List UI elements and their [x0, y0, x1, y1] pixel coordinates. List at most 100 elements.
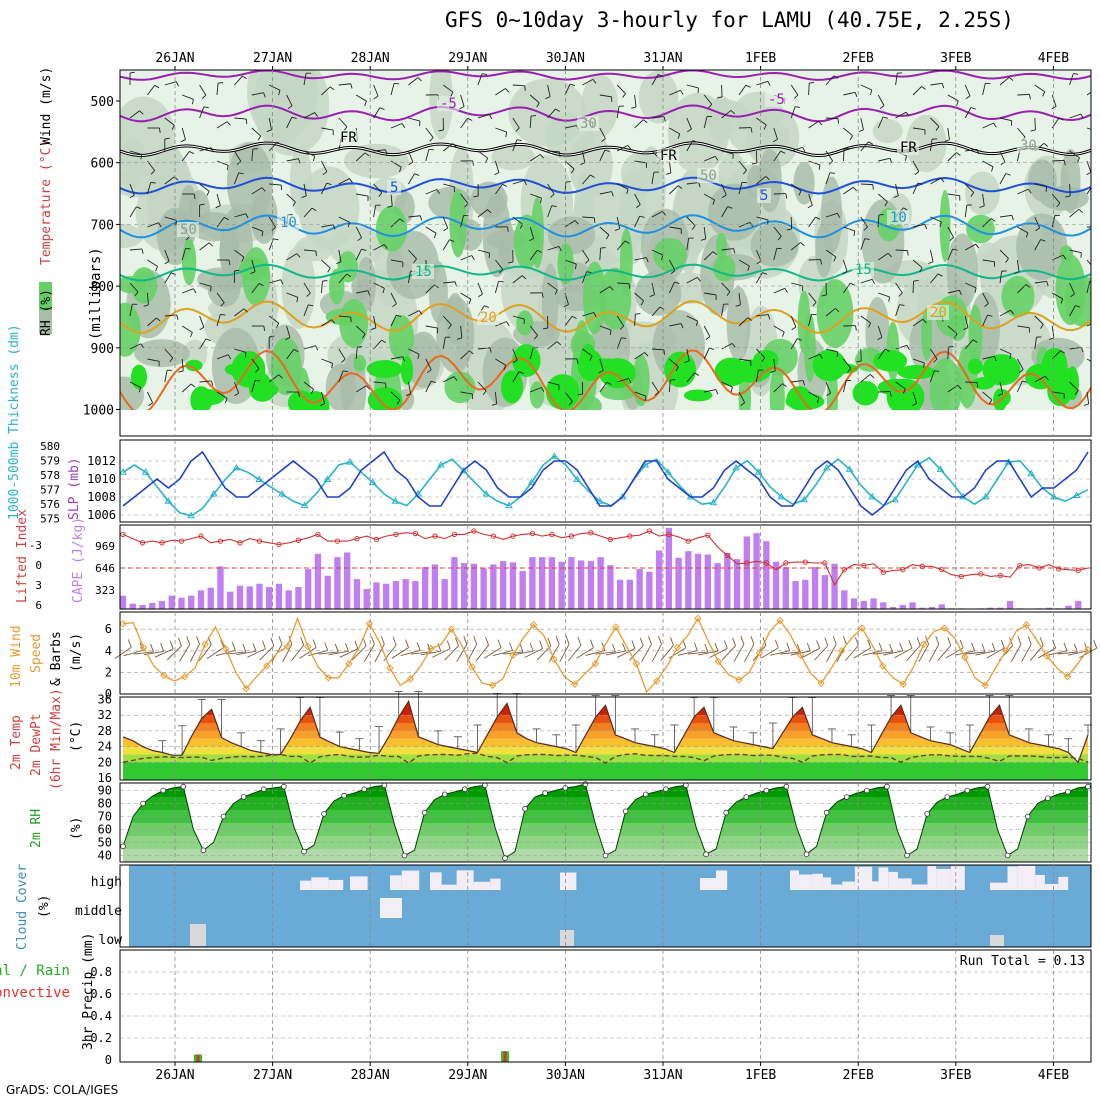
wind-barb: [320, 281, 323, 294]
wind-barb-flag: [928, 261, 934, 265]
wind-barb-flag: [129, 194, 135, 199]
contour-label: 30: [1020, 138, 1037, 154]
wind-barb: [964, 243, 976, 251]
wind-axis-title-2: Speed: [29, 634, 44, 673]
wind-barb-flag: [657, 74, 663, 77]
wind-barb-10m-flag: [1027, 636, 1032, 645]
wind-barb: [703, 325, 711, 337]
wind-barb-flag: [143, 304, 149, 307]
wind-barb-10m: [503, 651, 524, 655]
cape-bar: [587, 561, 595, 609]
wind-barb-flag: [241, 257, 245, 262]
cape-bar: [383, 583, 390, 609]
wind-barb-10m: [770, 650, 790, 656]
wind-barb-flag: [970, 107, 976, 110]
rh-marker: [180, 783, 187, 790]
li-marker: [822, 560, 828, 566]
wind-barb-flag: [155, 266, 158, 272]
wind-barb: [512, 275, 523, 284]
wind-barb: [390, 259, 403, 263]
wind-barb-flag: [907, 250, 909, 256]
wind-barb-10m: [524, 648, 543, 658]
grads-credit: GrADS: COLA/IGES: [6, 1083, 119, 1097]
li-marker: [373, 536, 380, 543]
wind-barb: [930, 117, 940, 127]
wind-barb: [721, 183, 727, 196]
wind-barb-flag: [649, 294, 655, 298]
cape-bar: [919, 607, 926, 609]
wind-speed-marker: [283, 642, 291, 651]
wind-barb: [216, 354, 229, 360]
wind-barb-flag: [298, 391, 300, 398]
wind-barb: [286, 325, 291, 338]
wind-barb: [495, 88, 506, 96]
wind-barb-flag: [963, 327, 969, 331]
wind-barb: [599, 149, 606, 162]
wind-barb: [825, 75, 835, 86]
wind-barb-flag: [780, 150, 786, 154]
wind-barb: [216, 160, 229, 166]
li-marker: [1036, 565, 1042, 571]
li-marker: [510, 533, 516, 539]
wind-barb-flag: [491, 403, 497, 406]
wind-barb: [529, 325, 538, 336]
wind-barb: [477, 381, 487, 392]
wind-barb: [773, 325, 785, 333]
temp-band: [123, 730, 1088, 739]
wind-barb: [930, 177, 942, 185]
wind-barb-flag: [361, 248, 367, 252]
wind-barb-flag: [190, 383, 196, 388]
wind-barb: [669, 89, 681, 96]
wind-barb: [268, 374, 280, 383]
wind-barb: [877, 348, 886, 360]
wind-barb: [286, 292, 298, 298]
rh-marker: [1085, 783, 1091, 790]
wind-barb: [634, 313, 636, 327]
wind-barb: [216, 121, 228, 129]
wind-barb-flag: [568, 401, 573, 406]
wind-barb-10m: [466, 643, 478, 663]
wind-barb: [460, 94, 465, 107]
wind-barb-flag: [670, 379, 676, 381]
panel-frame: [119, 611, 1092, 695]
wind-barb-10m: [225, 651, 246, 655]
wind-barb-flag: [856, 360, 862, 363]
wind-barb-10m-flag: [1000, 640, 1005, 649]
wind-barb: [947, 248, 954, 261]
contour-label: 5: [760, 188, 768, 204]
wind-barb-flag: [965, 95, 971, 100]
wind-barb: [651, 210, 663, 218]
wind-barb-flag: [576, 358, 579, 364]
cape-bar: [597, 557, 604, 609]
thickness-marker: [346, 458, 354, 465]
wind-barb: [982, 314, 988, 327]
wind-barb: [999, 150, 1006, 163]
wind-barb: [1034, 239, 1042, 251]
wind-barb-10m: [179, 644, 191, 662]
wind-barb-flag: [530, 115, 537, 117]
wind-barb-flag: [331, 363, 334, 369]
wind-barb-10m-flag: [345, 643, 349, 652]
cape-bar: [743, 536, 751, 609]
wind-barb: [199, 84, 207, 96]
wind-barb: [303, 249, 316, 252]
wind-barb-flag: [373, 95, 379, 100]
wind-barb-flag: [349, 178, 353, 183]
wind-barb-flag: [1078, 208, 1083, 213]
pressure-tick-label: 700: [91, 218, 114, 233]
wind-barb-flag: [278, 90, 281, 96]
wind-barb: [738, 358, 751, 362]
wind-barb-flag: [1046, 281, 1049, 287]
rh-marker: [964, 787, 971, 794]
wind-barb: [356, 290, 369, 294]
wind-barb-flag: [220, 302, 225, 307]
wind-barb: [164, 216, 177, 221]
wind-barb: [617, 282, 630, 285]
wind-barb: [895, 304, 900, 317]
temp-contour-5: [120, 176, 1091, 195]
wind-barb-flag: [1010, 309, 1014, 315]
wind-barb-flag: [482, 73, 488, 76]
wind-barb: [634, 119, 644, 129]
wind-barb: [1017, 188, 1029, 195]
wind-barb-10m: [937, 645, 952, 661]
